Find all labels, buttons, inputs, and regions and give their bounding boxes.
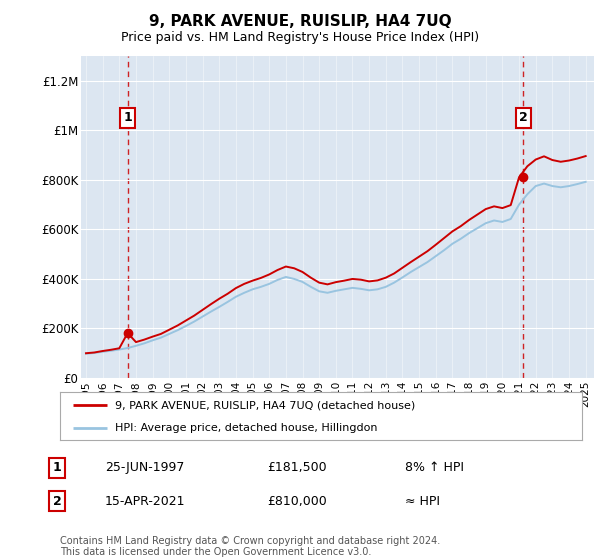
Text: ≈ HPI: ≈ HPI xyxy=(405,494,440,508)
Text: 15-APR-2021: 15-APR-2021 xyxy=(105,494,185,508)
Text: 9, PARK AVENUE, RUISLIP, HA4 7UQ: 9, PARK AVENUE, RUISLIP, HA4 7UQ xyxy=(149,14,451,29)
Text: 2: 2 xyxy=(53,494,61,508)
Text: £810,000: £810,000 xyxy=(267,494,327,508)
Text: £181,500: £181,500 xyxy=(267,461,326,474)
Text: Contains HM Land Registry data © Crown copyright and database right 2024.
This d: Contains HM Land Registry data © Crown c… xyxy=(60,535,440,557)
Text: 25-JUN-1997: 25-JUN-1997 xyxy=(105,461,184,474)
Text: 8% ↑ HPI: 8% ↑ HPI xyxy=(405,461,464,474)
Text: 9, PARK AVENUE, RUISLIP, HA4 7UQ (detached house): 9, PARK AVENUE, RUISLIP, HA4 7UQ (detach… xyxy=(115,400,415,410)
Text: 2: 2 xyxy=(519,111,527,124)
Text: Price paid vs. HM Land Registry's House Price Index (HPI): Price paid vs. HM Land Registry's House … xyxy=(121,31,479,44)
Text: 1: 1 xyxy=(123,111,132,124)
Text: 1: 1 xyxy=(53,461,61,474)
Text: HPI: Average price, detached house, Hillingdon: HPI: Average price, detached house, Hill… xyxy=(115,423,377,433)
